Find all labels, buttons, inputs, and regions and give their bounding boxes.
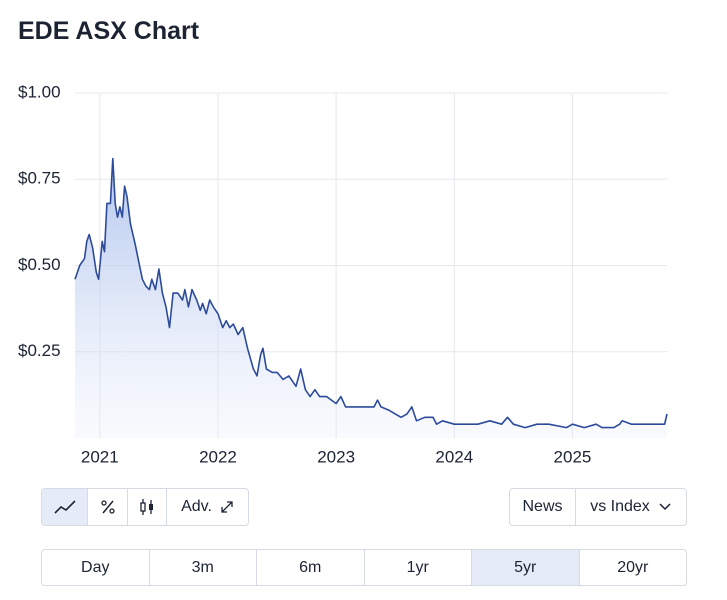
- range-button[interactable]: 20yr: [617, 558, 649, 576]
- y-tick-label: $0.50: [18, 255, 61, 274]
- news-label: News: [522, 498, 563, 515]
- range-button[interactable]: Day: [42, 550, 150, 585]
- x-tick-label: 2021: [81, 447, 119, 466]
- candle-icon: [140, 499, 153, 515]
- index-label: vs Index: [590, 498, 650, 515]
- expand-icon: [221, 501, 233, 513]
- y-tick-label: $1.00: [18, 82, 61, 101]
- range-button[interactable]: 1yr: [365, 550, 472, 585]
- chart: $0.25 $0.50 $0.75 $1.00 2021 2022 2023 2024 2025: [18, 82, 668, 466]
- x-tick-label: 2023: [317, 447, 355, 466]
- compare-group: News vs Index: [509, 488, 687, 526]
- advanced-label: Adv.: [181, 498, 212, 515]
- y-tick-label: $0.25: [18, 341, 61, 360]
- range-button[interactable]: 5yr: [472, 550, 580, 585]
- range-group: Day 3m 6m 1yr 5yr 20yr: [41, 549, 687, 586]
- x-tick-label: 2024: [435, 447, 473, 466]
- candle-button[interactable]: [128, 489, 167, 525]
- x-tick-label: 2022: [199, 447, 237, 466]
- y-tick-label: $0.75: [18, 169, 61, 188]
- percent-button[interactable]: [88, 489, 128, 525]
- x-tick-label: 2025: [554, 447, 592, 466]
- advanced-button[interactable]: Adv.: [167, 489, 248, 525]
- range-button[interactable]: 3m: [150, 550, 257, 585]
- news-button[interactable]: News: [510, 489, 576, 525]
- price-line: [74, 157, 668, 429]
- percent-icon: [100, 500, 115, 514]
- line-chart-button[interactable]: [42, 489, 88, 525]
- area-fill: [75, 158, 667, 438]
- index-select[interactable]: vs Index: [576, 489, 686, 525]
- chart-title: EDE ASX Chart: [18, 17, 200, 45]
- line-icon: [53, 500, 76, 514]
- chevron-icon: [659, 503, 671, 511]
- tool-group: Adv.: [41, 488, 249, 526]
- range-button[interactable]: 6m: [257, 550, 365, 585]
